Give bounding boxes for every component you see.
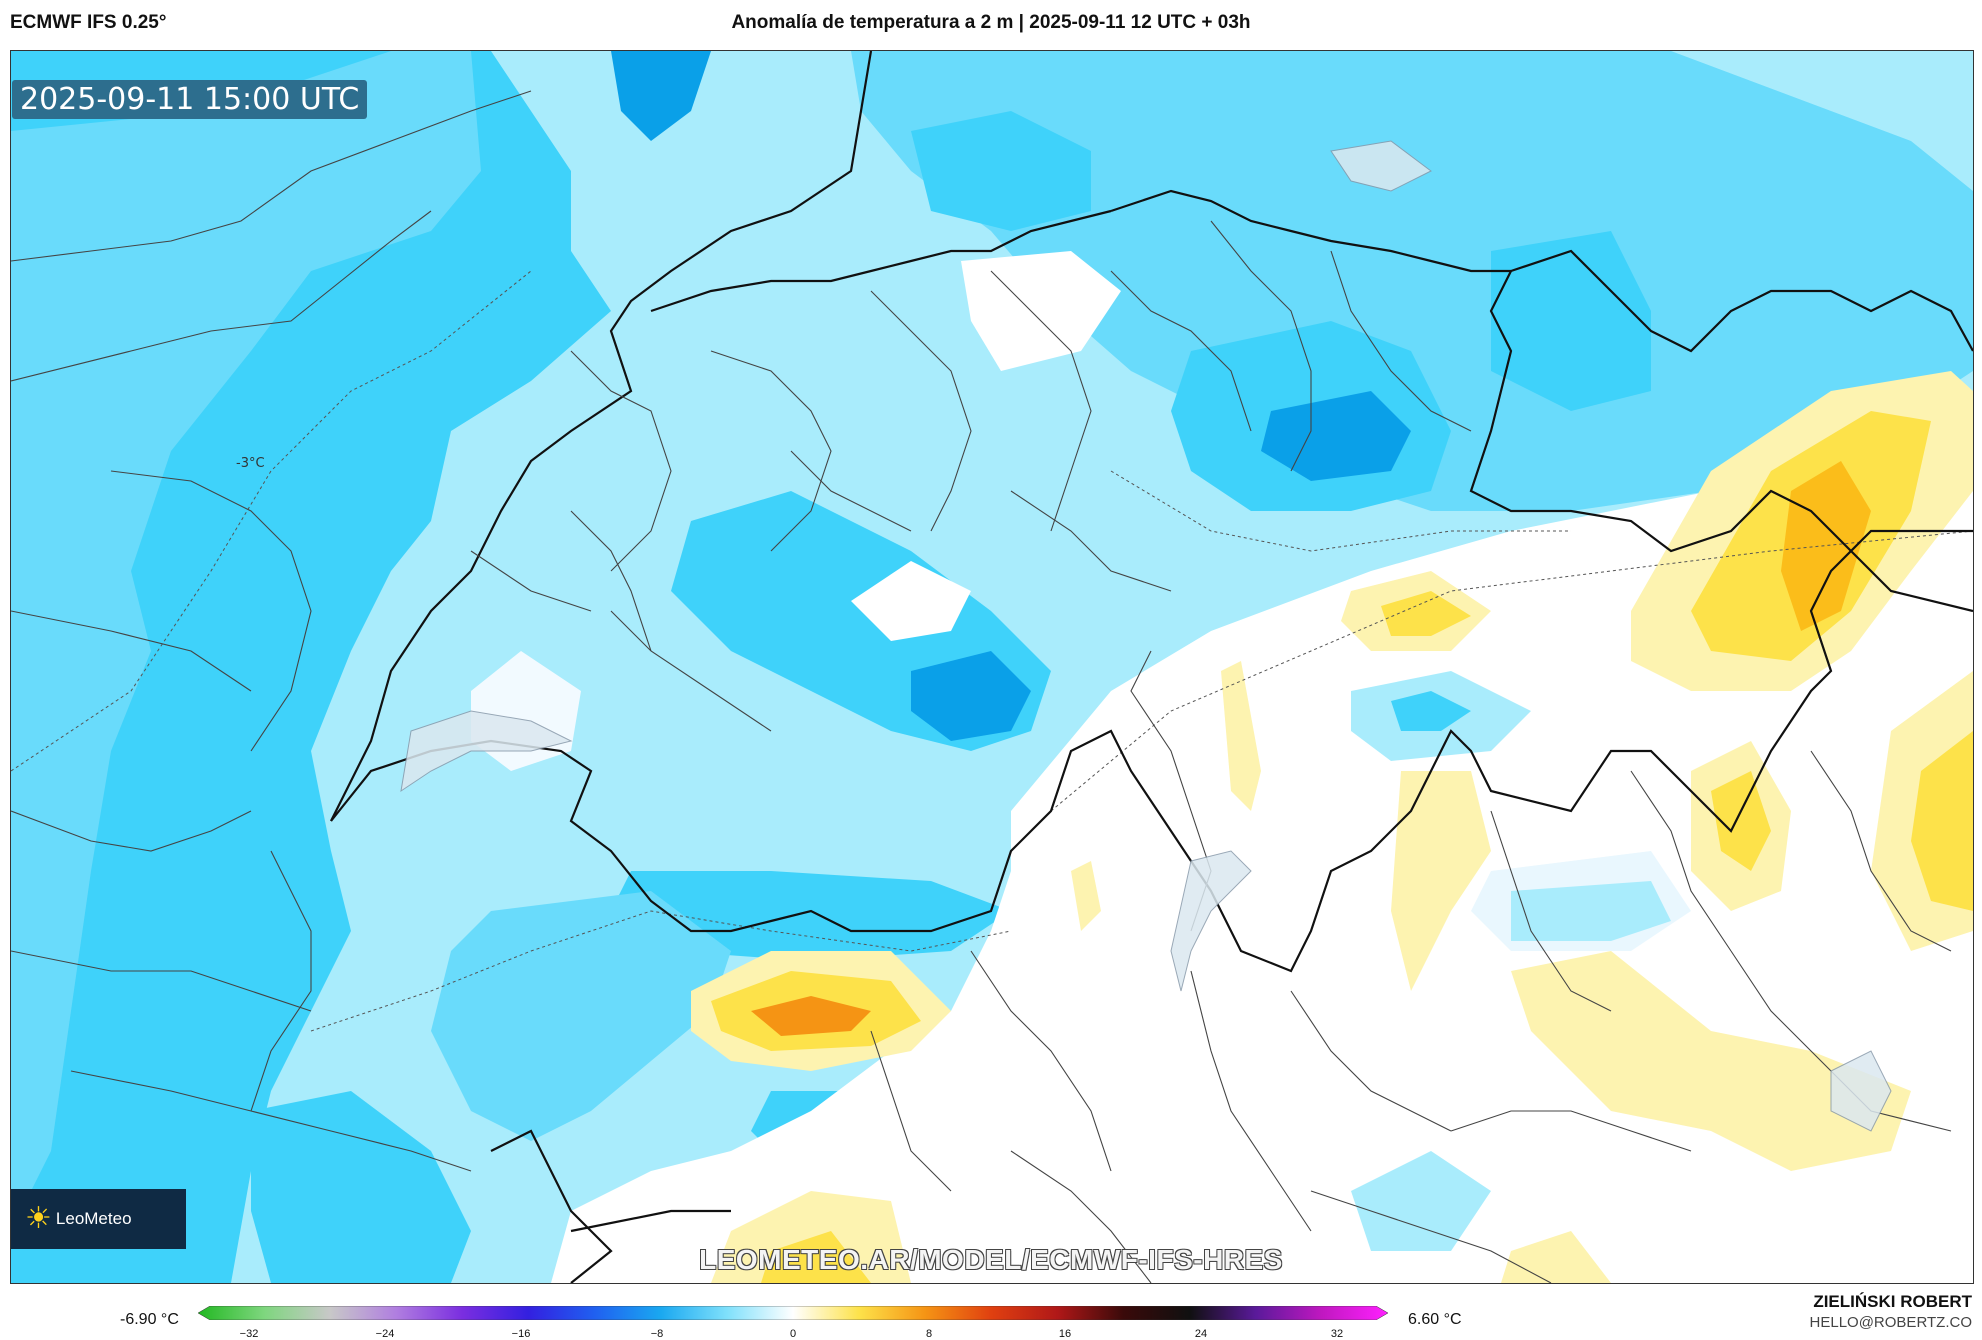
field-slight-warm-center-left xyxy=(1221,661,1261,811)
colorbar-tick: 24 xyxy=(1194,1328,1208,1340)
field-warmer-ne xyxy=(1781,461,1871,631)
author-name: ZIELIŃSKI ROBERT xyxy=(1813,1292,1972,1311)
colorbar-tick: 0 xyxy=(789,1328,797,1340)
lakes xyxy=(400,140,1892,1132)
field-strong-cold-ne xyxy=(1261,391,1411,481)
model-name: ECMWF IFS 0.25° xyxy=(10,12,167,33)
field-white-patch-mid xyxy=(851,561,971,641)
field-warm-far-east xyxy=(1911,731,1973,911)
author-block: ZIELIŃSKI ROBERT HELLO@ROBERTZ.CO xyxy=(1810,1292,1972,1331)
field-slight-cold-east xyxy=(1511,881,1671,941)
colorbar-min-label: -6.90 °C xyxy=(120,1311,179,1328)
colorbar-tick: −24 xyxy=(375,1328,395,1340)
valid-time-badge: 2025-09-11 15:00 UTC xyxy=(12,80,368,119)
field-strong-cold-top xyxy=(611,51,711,141)
field-strong-cold-mid xyxy=(911,651,1031,741)
colorbar-max-label: 6.60 °C xyxy=(1408,1311,1462,1328)
footer: -6.90 °C −32 −24 −16 −8 0 8 16 24 32 6.60 °C ZIE… xyxy=(0,1284,1982,1340)
anomaly-map xyxy=(11,51,1973,1283)
field-hot-west xyxy=(751,996,871,1036)
region-borders xyxy=(11,90,1952,1283)
map-title: Anomalía de temperatura a 2 m | 2025-09-… xyxy=(731,12,1251,33)
field-slight-warm-south xyxy=(711,1191,911,1283)
author-email[interactable]: HELLO@ROBERTZ.CO xyxy=(1809,1314,1972,1331)
field-mild-cold-south-strip xyxy=(431,891,731,1141)
isoline-label: -3°C xyxy=(236,456,265,471)
isolines xyxy=(11,270,1973,1032)
field-mild-cold-top xyxy=(851,51,1973,511)
field-warm-east-col xyxy=(1711,771,1771,871)
field-slight-cold-lower-east xyxy=(1351,1151,1491,1251)
colorbar-tick: 16 xyxy=(1058,1328,1072,1340)
map-canvas[interactable] xyxy=(10,50,1974,1284)
field-warm-mid-east xyxy=(1381,591,1471,636)
colorbar xyxy=(198,1306,1388,1320)
field-moderate-cold-ne xyxy=(1491,231,1651,411)
field-warm-south xyxy=(761,1231,871,1283)
field-slight-warm-se-bottom xyxy=(1501,1231,1611,1283)
field-moderate-cold-nw-top xyxy=(911,111,1091,231)
colorbar-tick: −32 xyxy=(239,1328,259,1340)
colorbar-tick: 32 xyxy=(1330,1328,1344,1340)
leometeo-logo[interactable]: ☀ LeoMeteo xyxy=(11,1189,186,1249)
source-watermark: LEOMETEO.AR/MODEL/ECMWF-IFS-HRES xyxy=(699,1244,1283,1275)
logo-text: LeoMeteo xyxy=(55,1209,132,1228)
field-mild-cold-west xyxy=(11,51,481,1231)
colorbar-tick: 8 xyxy=(925,1328,933,1340)
field-slight-warm-southeast xyxy=(1511,951,1911,1171)
sun-icon: ☀ xyxy=(25,1202,52,1235)
field-slight-warm-small xyxy=(1071,861,1101,931)
colorbar-tick: −8 xyxy=(650,1328,664,1340)
field-slight-warm-center xyxy=(1391,771,1491,991)
field-moderate-cold-small-east xyxy=(1391,691,1471,731)
colorbar-tick: −16 xyxy=(511,1328,531,1340)
field-moderate-cold-sw xyxy=(251,1091,471,1283)
